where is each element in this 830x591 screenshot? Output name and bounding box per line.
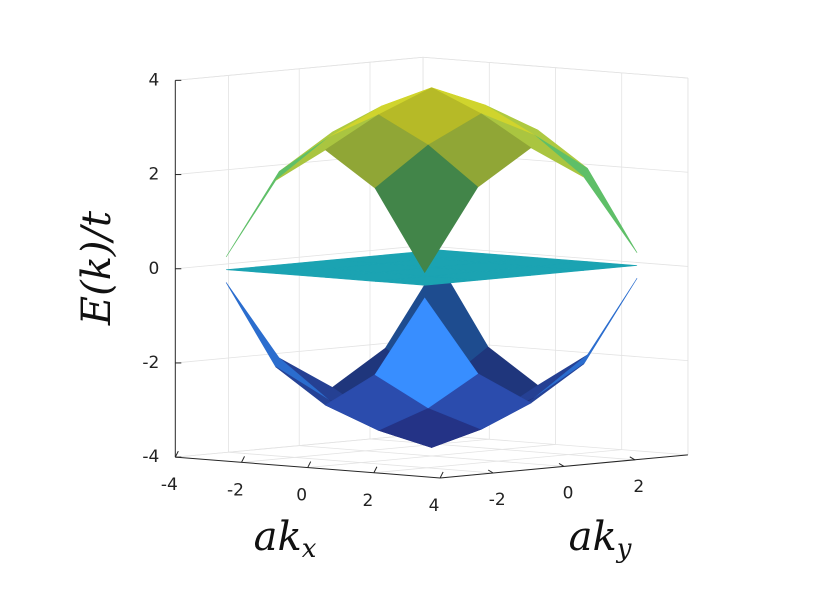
x-tick-label: 2 bbox=[362, 491, 373, 511]
grid-line bbox=[369, 438, 635, 461]
x-label-sub: x bbox=[302, 534, 317, 564]
y-tick-label: 0 bbox=[563, 483, 574, 503]
tick-mark bbox=[373, 466, 378, 473]
tick-mark bbox=[241, 456, 245, 463]
x-tick-label: 0 bbox=[296, 486, 307, 506]
tick-labels: -4 -2 0 2 4 -4 -2 0 2 4 -2 0 2 bbox=[142, 70, 644, 516]
x-tick-label: -2 bbox=[227, 480, 244, 500]
x-tick-label: 4 bbox=[429, 496, 440, 516]
z-tick-label: 0 bbox=[148, 259, 159, 279]
z-tick-label: 4 bbox=[148, 70, 159, 90]
y-axis-label: aky bbox=[569, 514, 632, 564]
z-tick-label: -4 bbox=[142, 447, 159, 467]
y-label-sub: y bbox=[616, 534, 632, 564]
x-tick-label: -4 bbox=[161, 475, 178, 495]
tick-mark bbox=[439, 471, 444, 479]
tick-mark bbox=[174, 450, 179, 458]
y-label-base: ak bbox=[569, 514, 617, 560]
surface-patch bbox=[374, 297, 479, 409]
box-edge bbox=[175, 56, 424, 81]
tick-mark bbox=[487, 469, 494, 474]
x-axis-label: akx bbox=[254, 514, 317, 564]
axis-line bbox=[440, 454, 688, 479]
x-label-base: ak bbox=[254, 514, 302, 560]
tick-mark bbox=[629, 456, 636, 461]
z-tick-label: 2 bbox=[148, 165, 159, 185]
box-edge bbox=[423, 56, 688, 79]
axes-box bbox=[174, 56, 689, 479]
y-tick-label: -2 bbox=[489, 490, 506, 510]
tick-mark bbox=[307, 461, 312, 468]
surface-patch bbox=[375, 276, 478, 286]
z-tick-label: -2 bbox=[142, 353, 159, 373]
tick-mark bbox=[558, 462, 565, 467]
y-tick-label: 2 bbox=[633, 477, 644, 497]
surface-patch bbox=[374, 144, 479, 274]
grid-line bbox=[228, 451, 494, 474]
grid-line bbox=[299, 445, 565, 467]
z-axis-label: E(k)/t bbox=[74, 210, 120, 326]
surfaces bbox=[225, 87, 638, 448]
